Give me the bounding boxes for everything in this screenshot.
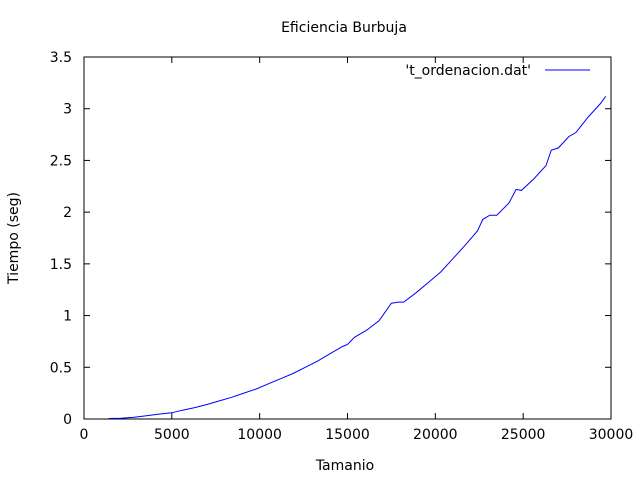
- y-tick-label: 0.5: [50, 360, 72, 376]
- y-tick-label: 3: [63, 102, 72, 118]
- x-tick-label: 30000: [589, 427, 634, 443]
- y-tick-label: 0: [63, 412, 72, 428]
- y-axis: 0 0.5 1 1.5 2 2.5 3 3.5: [50, 50, 611, 428]
- chart-title: Eficiencia Burbuja: [281, 20, 407, 36]
- x-axis-label: Tamanio: [315, 458, 374, 474]
- legend: 't_ordenacion.dat': [405, 63, 590, 79]
- y-tick-label: 1.5: [50, 257, 72, 273]
- y-tick-label: 1: [63, 309, 72, 325]
- legend-label: 't_ordenacion.dat': [405, 63, 531, 79]
- y-tick-label: 2: [63, 205, 72, 221]
- y-tick-label: 3.5: [50, 50, 72, 66]
- series-line: [108, 96, 607, 419]
- x-axis: 0 5000 10000 15000 20000 25000 30000: [80, 57, 634, 443]
- x-tick-label: 15000: [325, 427, 370, 443]
- y-tick-label: 2.5: [50, 153, 72, 169]
- x-tick-label: 5000: [154, 427, 190, 443]
- plot-frame: [83, 56, 612, 420]
- x-tick-label: 25000: [501, 427, 546, 443]
- x-tick-label: 10000: [237, 427, 282, 443]
- y-axis-label: Tiempo (seg): [6, 192, 22, 285]
- x-tick-label: 20000: [413, 427, 458, 443]
- x-tick-label: 0: [80, 427, 89, 443]
